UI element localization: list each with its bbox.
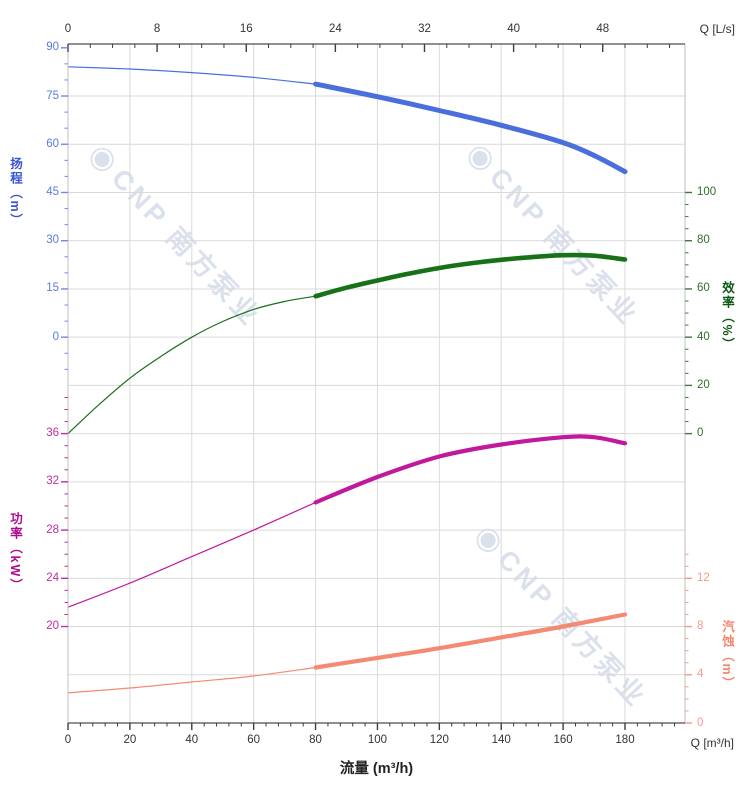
- bottom-axis-tick-label: 100: [367, 734, 388, 746]
- curve-thin-head: [67, 66, 316, 85]
- head-axis-tick-label: 0: [52, 330, 59, 343]
- power-axis-tick-label: 24: [46, 571, 59, 584]
- npsh-axis-tick-label: 4: [697, 668, 704, 681]
- head-axis-tick-label: 15: [46, 282, 59, 295]
- head-axis-title: 扬程（m）: [8, 157, 22, 229]
- top-axis-tick-label: 48: [596, 23, 610, 35]
- curve-thick-head: [313, 81, 628, 175]
- x-axis-title: 流量 (m³/h): [339, 761, 414, 777]
- curve-thin-eff: [67, 295, 316, 435]
- npsh-axis-tick-label: 8: [697, 620, 704, 633]
- eff-axis-tick-label: 20: [697, 378, 710, 391]
- eff-axis-tick-label: 0: [697, 427, 704, 440]
- bottom-axis-tick-label: 20: [123, 734, 137, 746]
- curve-thick-npsh: [313, 612, 628, 670]
- eff-axis-title: 效率（%）: [720, 281, 734, 353]
- bottom-axis-tick-label: 140: [491, 734, 511, 746]
- head-axis-tick-label: 45: [46, 185, 59, 198]
- curve-thin-npsh: [67, 666, 316, 694]
- npsh-axis-tick-label: 0: [697, 716, 704, 729]
- npsh-axis-title: 汽蚀（m）: [720, 620, 734, 692]
- curve-thick-eff: [313, 252, 628, 299]
- top-axis-tick-label: 24: [328, 23, 342, 35]
- eff-axis-tick-label: 100: [697, 185, 717, 198]
- top-axis-tick-label: 16: [239, 23, 253, 35]
- top-axis-tick-label: 40: [507, 23, 520, 35]
- power-axis-tick-label: 28: [46, 523, 59, 536]
- bottom-axis-tick-label: 40: [185, 734, 199, 746]
- top-axis-unit-label: Q [L/s]: [699, 22, 735, 36]
- curve-thin-power: [67, 501, 316, 608]
- bottom-axis-tick-label: 60: [247, 734, 261, 746]
- curve-thick-power: [313, 434, 628, 505]
- eff-axis-tick-label: 80: [697, 234, 710, 247]
- head-axis-tick-label: 75: [46, 89, 59, 102]
- bottom-axis-tick-label: 160: [553, 734, 573, 746]
- top-axis-tick-label: 8: [153, 23, 161, 35]
- npsh-axis-tick-label: 12: [697, 571, 710, 584]
- top-axis-tick-label: 0: [64, 23, 72, 35]
- head-axis-tick-label: 60: [46, 137, 59, 150]
- bottom-axis-tick-label: 0: [64, 734, 72, 746]
- bottom-axis-tick-label: 80: [309, 734, 322, 746]
- bottom-axis-tick-label: 180: [615, 734, 635, 746]
- top-axis-tick-label: 32: [418, 23, 431, 35]
- power-axis-tick-label: 32: [46, 475, 59, 488]
- bottom-axis-unit-label: Q [m³/h]: [690, 736, 734, 750]
- power-axis-tick-label: 20: [46, 620, 59, 633]
- head-axis-tick-label: 30: [46, 234, 59, 247]
- eff-axis-tick-label: 60: [697, 282, 710, 295]
- eff-axis-tick-label: 40: [697, 330, 710, 343]
- power-axis-tick-label: 36: [46, 427, 59, 440]
- power-axis-title: 功率（kW）: [8, 512, 22, 593]
- bottom-axis-tick-label: 120: [429, 734, 449, 746]
- head-axis-tick-label: 90: [46, 41, 59, 54]
